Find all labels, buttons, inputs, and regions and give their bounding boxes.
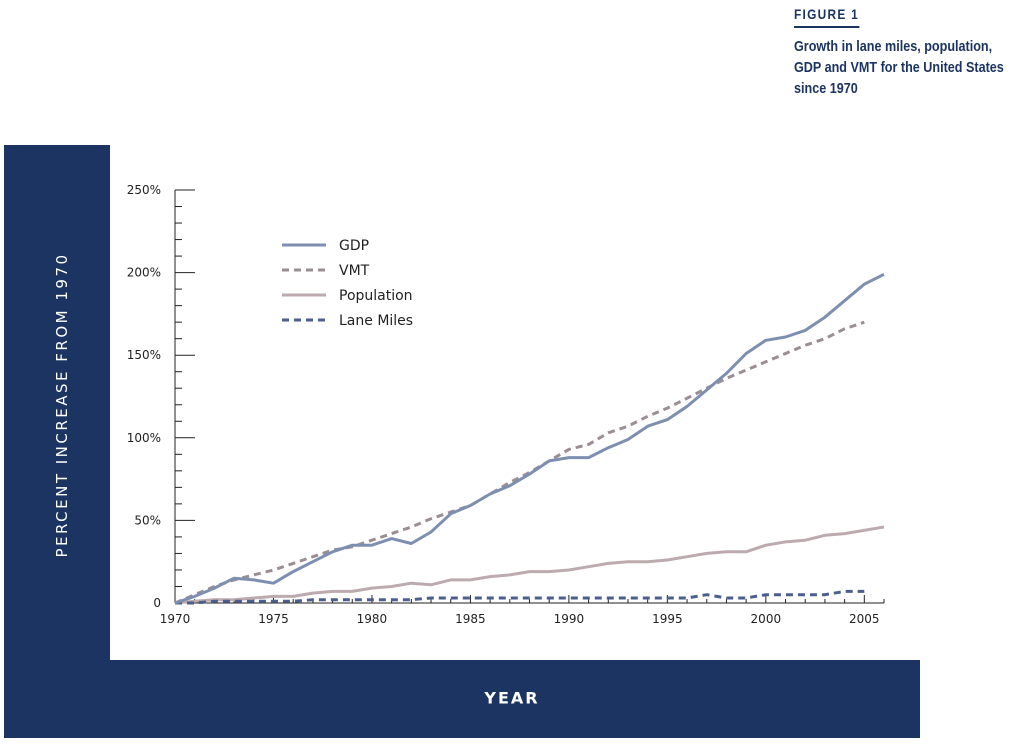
legend-label: GDP bbox=[339, 238, 369, 254]
y-tick-label: 150% bbox=[127, 348, 161, 362]
x-tick-label: 1970 bbox=[160, 612, 191, 626]
y-tick-label: 250% bbox=[127, 183, 161, 197]
figure-label: FIGURE 1 bbox=[794, 6, 860, 28]
x-tick-label: 2000 bbox=[751, 612, 782, 626]
series-line-gdp bbox=[174, 272, 885, 605]
y-tick-label: 50% bbox=[134, 513, 161, 527]
y-tick-label: 0 bbox=[153, 596, 161, 610]
legend-label: VMT bbox=[339, 263, 370, 279]
y-tick-label: 200% bbox=[127, 266, 161, 280]
x-axis-label: YEAR bbox=[484, 688, 540, 708]
x-tick-label: 1985 bbox=[455, 612, 486, 626]
legend-label: Population bbox=[339, 288, 413, 304]
series-line-vmt bbox=[174, 320, 865, 605]
figure-caption: FIGURE 1 Growth in lane miles, populatio… bbox=[794, 6, 1022, 99]
figure-description: Growth in lane miles, population, GDP an… bbox=[794, 38, 1004, 97]
x-tick-label: 1990 bbox=[554, 612, 585, 626]
x-tick-label: 1995 bbox=[652, 612, 683, 626]
series-line-population bbox=[174, 525, 885, 605]
x-tick-label: 1975 bbox=[258, 612, 289, 626]
x-tick-label: 1980 bbox=[357, 612, 388, 626]
series-line-lane-miles bbox=[175, 589, 865, 605]
legend-label: Lane Miles bbox=[339, 313, 413, 329]
y-tick-label: 100% bbox=[127, 431, 161, 445]
x-tick-label: 2005 bbox=[849, 612, 880, 626]
